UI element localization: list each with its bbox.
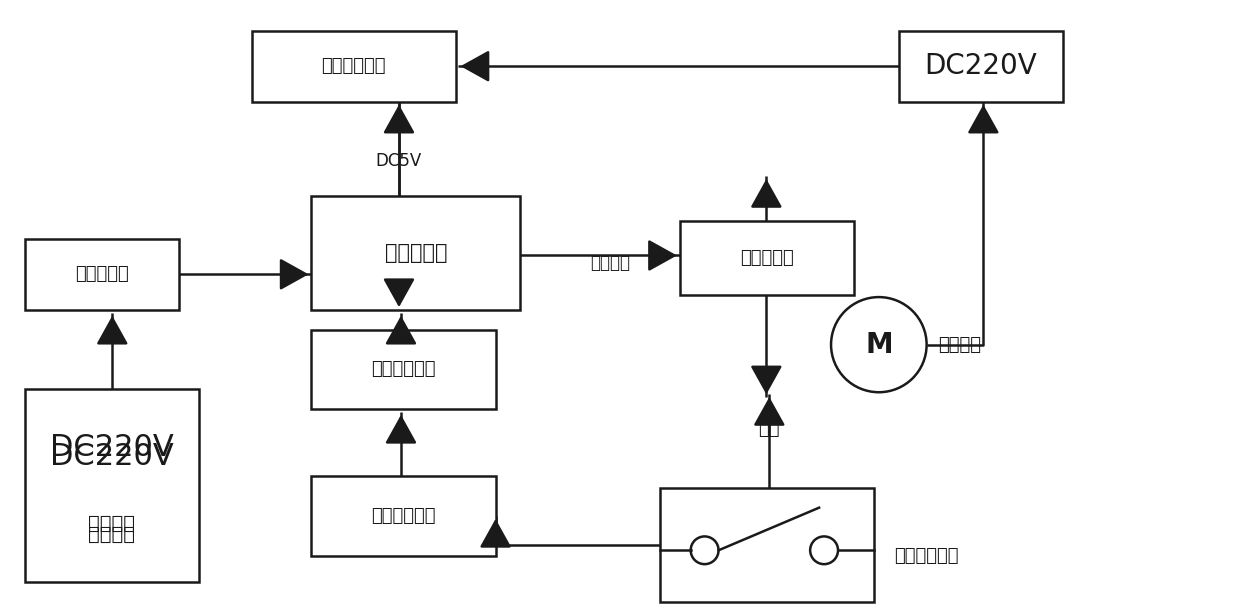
Text: DC5V: DC5V <box>376 153 422 170</box>
Circle shape <box>831 297 926 392</box>
Text: DC220V: DC220V <box>50 442 174 470</box>
Circle shape <box>810 536 838 564</box>
Bar <box>25 389 198 582</box>
Bar <box>25 239 179 310</box>
Text: 线性光耦合器: 线性光耦合器 <box>371 360 435 378</box>
Bar <box>311 196 521 310</box>
Text: 控制信号: 控制信号 <box>590 255 630 272</box>
Text: DC220V: DC220V <box>50 433 174 462</box>
Text: DC220V: DC220V <box>925 52 1037 80</box>
Text: 光电耦合器: 光电耦合器 <box>740 249 794 267</box>
Text: 六氟化硫开关: 六氟化硫开关 <box>894 547 959 565</box>
Bar <box>899 31 1063 102</box>
Bar <box>660 488 874 602</box>
Bar <box>311 330 496 409</box>
Circle shape <box>691 536 718 564</box>
Text: 单片计算机: 单片计算机 <box>384 243 448 263</box>
Bar <box>311 477 496 556</box>
Text: 隔离开关电源: 隔离开关电源 <box>321 57 386 75</box>
Text: 光电耦合器: 光电耦合器 <box>74 265 129 284</box>
Text: 直流电机: 直流电机 <box>939 336 982 354</box>
Text: 电机工作电流: 电机工作电流 <box>371 507 435 525</box>
Bar <box>680 221 854 295</box>
Text: M: M <box>866 331 893 359</box>
Text: 指令信号: 指令信号 <box>88 514 135 533</box>
Text: 指令信号: 指令信号 <box>88 525 135 544</box>
Bar <box>252 31 456 102</box>
Text: 连杆: 连杆 <box>759 420 780 438</box>
